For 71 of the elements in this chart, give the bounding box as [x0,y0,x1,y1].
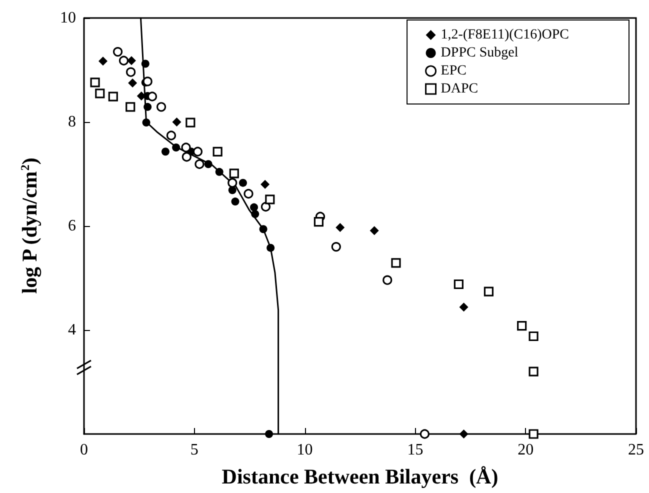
point [266,244,275,252]
y-tick-label: 6 [68,218,76,234]
legend-label: DPPC Subgel [440,46,518,60]
point [126,102,136,112]
point [314,217,324,227]
point [126,67,136,77]
point [172,118,182,126]
point [228,186,236,194]
point [231,198,240,206]
y-tick-label: 10 [60,10,76,26]
point [250,203,258,212]
point [142,118,150,127]
point [459,430,468,438]
point [156,102,166,112]
point [260,180,270,189]
point [215,168,224,176]
y-axis-title: log P (dyn/cm2) [18,158,42,294]
point [141,60,150,68]
point [186,118,196,128]
point [166,130,176,140]
point [98,56,108,66]
point [454,279,464,290]
x-tick-label: 0 [80,442,88,458]
point [259,225,268,234]
point [147,92,158,102]
point [528,366,538,376]
point [118,56,129,66]
point [172,143,180,152]
point [331,242,341,252]
point [260,202,271,212]
point [95,88,105,98]
x-tick-label: 15 [407,442,424,458]
point [528,331,538,342]
point [228,178,238,188]
point [182,152,192,162]
point [244,188,254,199]
point [204,160,212,168]
point [144,102,152,111]
point [528,429,538,439]
point [90,78,100,88]
point [108,92,118,102]
x-tick-label: 5 [190,442,198,458]
point [459,302,468,312]
point [382,275,392,285]
point [128,78,138,88]
point [420,429,430,439]
point [391,258,401,268]
point [484,286,494,296]
x-tick-label: 20 [518,442,534,458]
point [112,47,123,57]
point [212,146,222,156]
y-tick-label: 4 [68,322,76,338]
x-tick-label: 25 [628,442,644,458]
point [192,146,203,156]
y-tick-label: 8 [68,114,76,130]
point [238,178,247,187]
point [251,210,260,218]
point [265,430,274,438]
x-tick-label: 10 [296,442,313,458]
point [265,194,275,204]
legend-label: EPC [440,64,466,78]
point [336,223,345,232]
point [229,168,239,178]
x-axis-title: Distance Between Bilayers (Å) [222,464,498,488]
point [194,159,204,169]
point [370,226,379,236]
legend-label: DAPC [440,82,478,96]
legend-label: 1,2-(F8E11)(C16)OPC [440,28,569,42]
point [517,321,527,331]
point [142,76,152,86]
point [161,148,170,156]
